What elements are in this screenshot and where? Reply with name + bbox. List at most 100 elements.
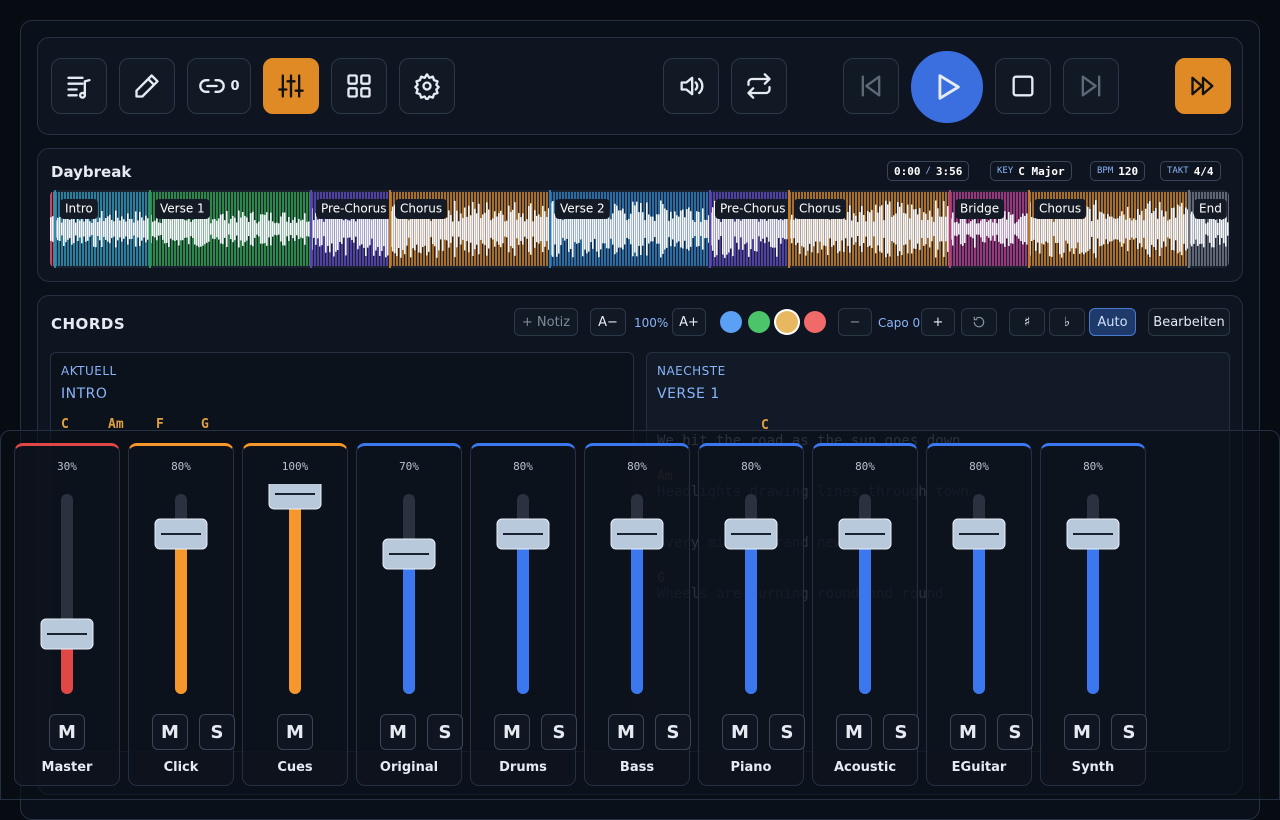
- solo-button[interactable]: S: [883, 714, 919, 750]
- waveform-section[interactable]: [709, 190, 790, 268]
- fader[interactable]: [813, 484, 917, 714]
- wave-peak: [586, 204, 588, 254]
- solo-button[interactable]: S: [541, 714, 577, 750]
- color-dot[interactable]: [748, 311, 770, 333]
- previous-button[interactable]: [843, 58, 899, 114]
- level-label: 80%: [741, 460, 761, 473]
- autoplay-button[interactable]: [1175, 58, 1231, 114]
- fader[interactable]: [927, 484, 1031, 714]
- wave-peak: [1006, 219, 1008, 239]
- wave-peak: [416, 213, 418, 245]
- mute-button[interactable]: M: [49, 714, 85, 750]
- wave-peak: [343, 220, 345, 238]
- fader-level: [517, 534, 529, 694]
- auto-button[interactable]: Auto: [1089, 308, 1136, 336]
- mute-button[interactable]: M: [722, 714, 758, 750]
- fader[interactable]: [15, 484, 119, 714]
- loop-button[interactable]: [731, 58, 787, 114]
- wave-peak: [141, 217, 143, 241]
- solo-button[interactable]: S: [199, 714, 235, 750]
- wave-peak: [1117, 218, 1119, 240]
- waveform-section[interactable]: [389, 190, 551, 268]
- mute-button[interactable]: M: [494, 714, 530, 750]
- wave-peak: [770, 211, 772, 247]
- waveform-section[interactable]: [949, 190, 1030, 268]
- capo-plus[interactable]: +: [921, 308, 955, 336]
- font-down-button[interactable]: A−: [590, 308, 626, 336]
- color-dot[interactable]: [776, 311, 798, 333]
- next-button[interactable]: [1063, 58, 1119, 114]
- solo-button[interactable]: S: [427, 714, 463, 750]
- setlist-button[interactable]: [51, 58, 107, 114]
- wave-peak: [1109, 216, 1111, 242]
- waveform-section[interactable]: [549, 190, 711, 268]
- link-count: 0: [230, 78, 240, 94]
- fader[interactable]: [243, 484, 347, 714]
- toolbar: 0: [37, 37, 1243, 135]
- color-dot[interactable]: [804, 311, 826, 333]
- solo-button[interactable]: S: [769, 714, 805, 750]
- next-section: VERSE 1: [657, 386, 720, 402]
- level-label: 80%: [1083, 460, 1103, 473]
- edit-chords-button[interactable]: Bearbeiten: [1148, 308, 1230, 336]
- song-title: Daybreak: [51, 163, 132, 181]
- wave-peak: [734, 221, 736, 237]
- waveform-section[interactable]: [149, 190, 312, 268]
- waveform-section[interactable]: [1188, 190, 1229, 268]
- settings-button[interactable]: [399, 58, 455, 114]
- wave-peak: [809, 214, 811, 244]
- wave-peak: [943, 201, 945, 257]
- wave-peak: [994, 217, 996, 241]
- wave-peak: [162, 218, 164, 240]
- volume-button[interactable]: [663, 58, 719, 114]
- mixer-button[interactable]: [263, 58, 319, 114]
- mute-button[interactable]: M: [836, 714, 872, 750]
- capo-minus[interactable]: −: [838, 308, 872, 336]
- waveform-section[interactable]: [788, 190, 951, 268]
- wave-peak: [736, 215, 738, 243]
- solo-button[interactable]: S: [997, 714, 1033, 750]
- wave-peak: [754, 207, 756, 251]
- mute-button[interactable]: M: [1064, 714, 1100, 750]
- solo-button[interactable]: S: [655, 714, 691, 750]
- wave-peak: [875, 204, 877, 254]
- fader[interactable]: [699, 484, 803, 714]
- wave-peak: [863, 214, 865, 244]
- wave-peak: [1207, 222, 1209, 236]
- mute-button[interactable]: M: [277, 714, 313, 750]
- wave-peak: [786, 218, 788, 240]
- fader[interactable]: [585, 484, 689, 714]
- fader[interactable]: [357, 484, 461, 714]
- wave-peak: [744, 213, 746, 245]
- wave-peak: [335, 206, 337, 252]
- reset-button[interactable]: [961, 308, 997, 336]
- wave-peak: [1129, 218, 1131, 240]
- fader[interactable]: [129, 484, 233, 714]
- sharp-button[interactable]: ♯: [1009, 308, 1045, 336]
- edit-button[interactable]: [119, 58, 175, 114]
- solo-button[interactable]: S: [1111, 714, 1147, 750]
- play-button[interactable]: [911, 51, 983, 123]
- grid-button[interactable]: [331, 58, 387, 114]
- wave-peak: [428, 206, 430, 252]
- flat-button[interactable]: ♭: [1049, 308, 1085, 336]
- color-dot[interactable]: [720, 311, 742, 333]
- wave-peak: [488, 209, 490, 249]
- stop-button[interactable]: [995, 58, 1051, 114]
- mute-button[interactable]: M: [950, 714, 986, 750]
- wave-peak: [958, 223, 960, 235]
- mute-button[interactable]: M: [152, 714, 188, 750]
- mute-button[interactable]: M: [380, 714, 416, 750]
- wave-peak: [103, 221, 105, 237]
- wave-peak: [188, 213, 190, 245]
- wave-peak: [1002, 214, 1004, 244]
- font-up-button[interactable]: A+: [672, 308, 706, 336]
- wave-peak: [1020, 216, 1022, 242]
- fader[interactable]: [471, 484, 575, 714]
- wave-peak: [456, 210, 458, 248]
- note-button[interactable]: + Notiz: [514, 308, 578, 336]
- link-button[interactable]: 0: [187, 58, 251, 114]
- fader[interactable]: [1041, 484, 1145, 714]
- mute-button[interactable]: M: [608, 714, 644, 750]
